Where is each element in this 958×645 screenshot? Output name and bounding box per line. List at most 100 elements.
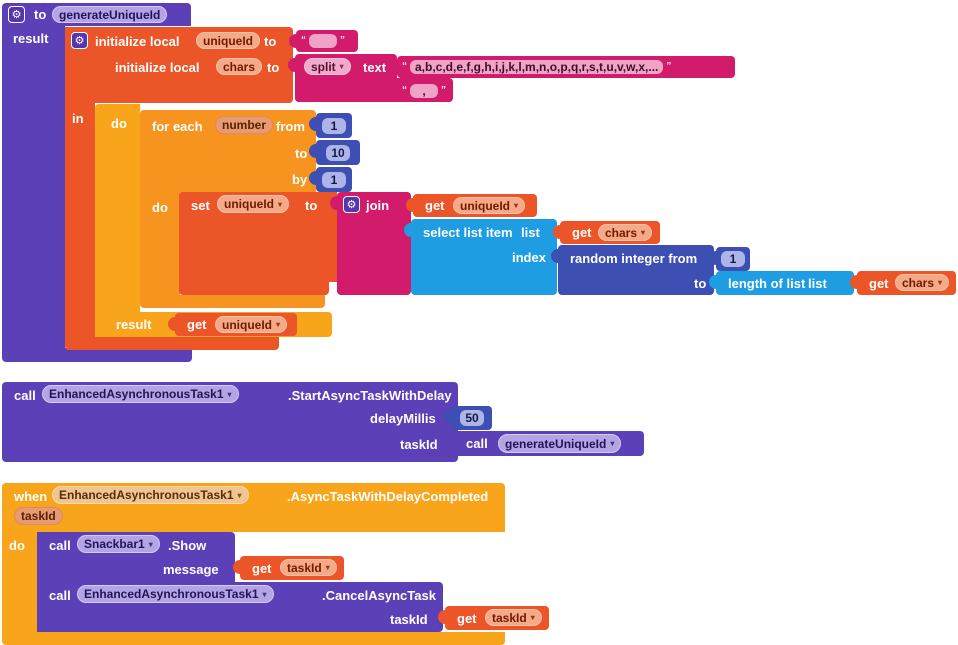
- label-message: message: [163, 562, 219, 577]
- label-call: call: [466, 436, 488, 451]
- get-variable-block[interactable]: get chars ▾: [553, 221, 660, 244]
- label-call: call: [14, 388, 36, 403]
- number-value-field[interactable]: 50: [460, 410, 484, 426]
- label-for-each: for each: [152, 119, 203, 134]
- set-variable-block[interactable]: set uniqueId ▾ to: [179, 192, 337, 282]
- open-quote: “: [402, 61, 407, 72]
- random-integer-block[interactable]: random integer from to: [551, 245, 714, 295]
- call-snackbar-show-block[interactable]: call Snackbar1 ▾ .Show message: [37, 532, 235, 582]
- string-block-alphabet[interactable]: “ a,b,c,d,e,f,g,h,i,j,k,l,m,n,o,p,q,r,s,…: [390, 56, 735, 78]
- when-event-block[interactable]: when EnhancedAsynchronousTask1 ▾ .AsyncTa…: [2, 483, 505, 532]
- label-do: do: [111, 116, 127, 131]
- number-block-to[interactable]: 10: [309, 140, 360, 165]
- label-get: get: [572, 225, 592, 240]
- get-variable-block[interactable]: get uniqueId ▾: [406, 194, 537, 217]
- procedure-name-field[interactable]: generateUniqueId: [52, 6, 168, 23]
- number-value-field[interactable]: 10: [326, 144, 350, 161]
- call-procedure-block[interactable]: call generateUniqueId ▾: [445, 431, 644, 456]
- get-var-dropdown[interactable]: uniqueId ▾: [215, 316, 288, 333]
- component-dropdown[interactable]: EnhancedAsynchronousTask1 ▾: [42, 385, 239, 403]
- label-method: .Show: [168, 538, 207, 553]
- label-do: do: [152, 200, 168, 215]
- label-call: call: [49, 588, 71, 603]
- initialize-local-block[interactable]: ⚙ initialize local uniqueId to initializ…: [65, 27, 293, 103]
- mutator-gear-icon[interactable]: ⚙: [8, 6, 25, 23]
- label-get: get: [869, 276, 889, 291]
- label-list: list: [521, 225, 540, 240]
- string-block-comma[interactable]: “ , ”: [390, 80, 446, 101]
- label-join: join: [366, 198, 390, 213]
- label-list: list: [808, 276, 827, 291]
- get-variable-block[interactable]: get taskId ▾: [438, 606, 549, 630]
- number-value-field[interactable]: 1: [322, 117, 346, 134]
- set-variable-bottom-bar[interactable]: [179, 282, 329, 295]
- number-value-field[interactable]: 1: [322, 171, 346, 188]
- get-variable-block[interactable]: get uniqueId ▾: [168, 313, 297, 336]
- for-each-number-block[interactable]: for each number from to by: [140, 110, 316, 195]
- get-var-dropdown[interactable]: chars ▾: [598, 224, 653, 241]
- mutator-gear-icon[interactable]: ⚙: [71, 32, 88, 49]
- keyword-to: to: [305, 198, 318, 213]
- local-var-name-chars[interactable]: chars: [216, 58, 263, 75]
- label-get: get: [457, 611, 477, 626]
- label-method: .StartAsyncTaskWithDelay: [288, 388, 452, 403]
- procedure-definition-block[interactable]: ⚙ to generateUniqueId: [2, 3, 191, 26]
- initialize-local-bottom-bar[interactable]: [65, 337, 279, 350]
- do-result-block-left-column[interactable]: [95, 104, 140, 337]
- component-dropdown[interactable]: EnhancedAsynchronousTask1 ▾: [77, 585, 274, 603]
- call-cancel-async-task-block[interactable]: call EnhancedAsynchronousTask1 ▾ .CancelA…: [37, 582, 443, 632]
- get-var-dropdown[interactable]: taskId ▾: [280, 559, 337, 576]
- label-by: by: [292, 172, 308, 187]
- mutator-gear-icon[interactable]: ⚙: [343, 196, 360, 213]
- component-dropdown[interactable]: Snackbar1 ▾: [77, 535, 160, 553]
- when-block-bottom-bar[interactable]: [2, 632, 505, 645]
- for-each-bottom-bar[interactable]: [140, 295, 325, 308]
- keyword-to: to: [267, 60, 280, 75]
- number-block-from[interactable]: 1: [309, 113, 352, 138]
- label-set: set: [191, 198, 210, 213]
- initialize-local-left-column[interactable]: [65, 103, 95, 339]
- event-param-taskid[interactable]: taskId: [14, 507, 63, 525]
- open-quote: “: [402, 84, 407, 96]
- label-random-integer-from: random integer from: [570, 251, 698, 266]
- join-block[interactable]: ⚙ join: [330, 192, 411, 295]
- label-result: result: [13, 31, 49, 46]
- get-var-dropdown[interactable]: uniqueId ▾: [453, 197, 526, 214]
- for-each-left-column[interactable]: [140, 195, 180, 295]
- empty-string-block[interactable]: “ ”: [289, 30, 358, 52]
- number-block-by[interactable]: 1: [309, 167, 352, 192]
- get-variable-block[interactable]: get taskId ▾: [233, 556, 344, 580]
- set-var-dropdown[interactable]: uniqueId ▾: [217, 195, 290, 213]
- procedure-block-left-column[interactable]: [2, 24, 65, 350]
- loop-var-number[interactable]: number: [215, 116, 274, 134]
- string-value-field[interactable]: a,b,c,d,e,f,g,h,i,j,k,l,m,n,o,p,q,r,s,t,…: [410, 60, 664, 74]
- number-block-delaymillis[interactable]: 50: [445, 406, 492, 430]
- select-list-item-block[interactable]: select list item list index: [404, 219, 557, 295]
- component-dropdown[interactable]: EnhancedAsynchronousTask1 ▾: [52, 486, 249, 504]
- number-block-random-from[interactable]: 1: [709, 247, 750, 271]
- local-var-name-uniqueid[interactable]: uniqueId: [196, 32, 260, 49]
- procedure-block-bottom-bar[interactable]: [2, 348, 192, 362]
- label-method: .CancelAsyncTask: [322, 588, 436, 603]
- get-var-dropdown[interactable]: chars ▾: [895, 274, 950, 291]
- label-result: result: [116, 317, 152, 332]
- label-event: .AsyncTaskWithDelayCompleted: [287, 489, 489, 504]
- get-variable-block[interactable]: get chars ▾: [850, 271, 956, 295]
- number-value-field[interactable]: 1: [721, 251, 745, 267]
- split-op-dropdown[interactable]: split ▾: [304, 58, 351, 75]
- get-var-dropdown[interactable]: taskId ▾: [485, 609, 542, 626]
- label-index: index: [512, 250, 546, 265]
- label-taskid: taskId: [400, 437, 438, 452]
- when-block-left-column[interactable]: [2, 532, 37, 632]
- procedure-dropdown[interactable]: generateUniqueId ▾: [498, 434, 622, 453]
- label-in: in: [72, 111, 84, 126]
- keyword-to: to: [34, 7, 47, 22]
- string-value-field[interactable]: ,: [410, 83, 438, 98]
- length-of-list-block[interactable]: length of list list: [709, 271, 854, 295]
- string-value-field[interactable]: [309, 34, 337, 48]
- call-start-async-task-block[interactable]: call EnhancedAsynchronousTask1 ▾ .StartAs…: [2, 382, 458, 462]
- label-when: when: [14, 489, 48, 504]
- label-text: text: [363, 60, 387, 75]
- open-quote: “: [301, 35, 306, 46]
